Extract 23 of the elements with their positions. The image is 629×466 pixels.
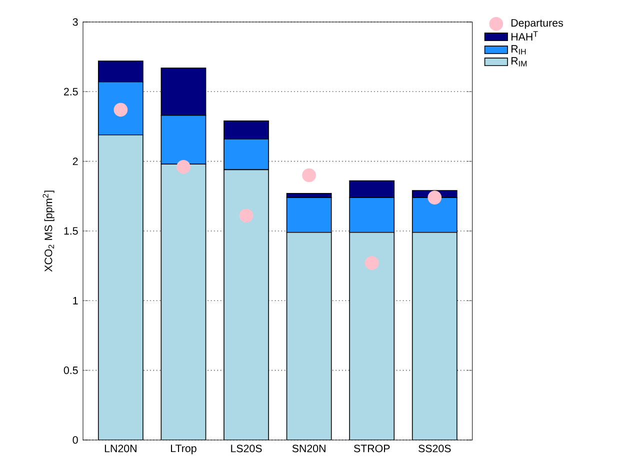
legend-label: R$_{IH}$	[511, 45, 526, 54]
x-tick-label: LTrop	[171, 444, 196, 454]
y-tick-label: 0.5	[64, 366, 78, 374]
point	[302, 168, 316, 182]
x-tick-label: SN20N	[292, 444, 326, 452]
y-tick-label: 2.5	[64, 88, 78, 96]
point	[176, 160, 190, 174]
y-axis-title: XCO$_{2}$ MS [ppm$^{2}$]	[42, 190, 54, 272]
y-tick-label: 0	[72, 436, 78, 444]
x-tick-label: LS20S	[231, 444, 262, 452]
x-tick-label: STROP	[354, 444, 390, 452]
x-tick-label: SS20S	[418, 444, 451, 452]
x-tick-label: LN20N	[104, 444, 136, 452]
y-tick-label: 1	[73, 296, 78, 304]
legend-label: HAH$^{T}$	[511, 31, 538, 40]
y-tick-label: 2	[72, 158, 78, 166]
y-tick-label: 1.5	[64, 227, 78, 235]
legend-label: R$_{IM}$	[511, 57, 527, 66]
point	[239, 208, 254, 223]
y-tick-label: 3	[72, 18, 78, 26]
legend-label: Departures	[511, 19, 563, 29]
point	[364, 256, 379, 270]
point	[428, 190, 442, 204]
